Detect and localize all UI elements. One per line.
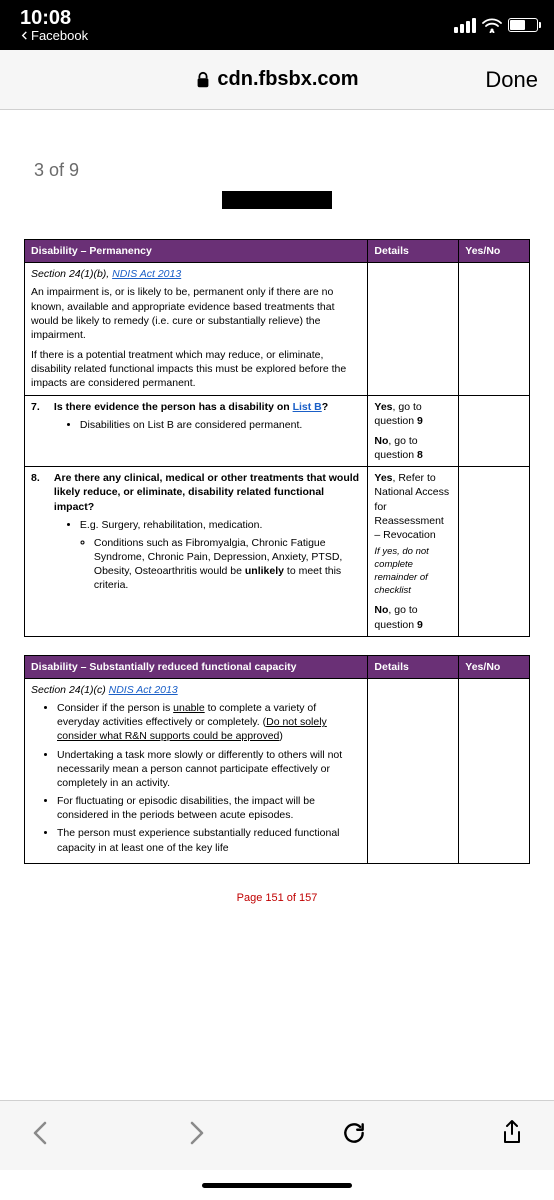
q7-yes: Yes	[374, 401, 392, 413]
t1-ref-prefix: Section 24(1)(b),	[31, 268, 112, 280]
redacted-block	[222, 191, 332, 209]
q8-yes-note: If yes, do not complete remainder of che…	[374, 546, 452, 597]
lock-icon	[195, 71, 211, 89]
browser-header: cdn.fbsbx.com Done	[0, 50, 554, 110]
q7-yes-n: 9	[417, 415, 423, 427]
t1-intro-cell: Section 24(1)(b), NDIS Act 2013 An impai…	[25, 263, 368, 395]
q8-num: 8.	[31, 471, 51, 485]
chevron-left-icon	[20, 31, 29, 40]
t2-intro-yn	[459, 678, 530, 863]
t1-q8-cell: 8. Are there any clinical, medical or ot…	[25, 467, 368, 636]
q7-no: No	[374, 435, 388, 447]
t1-header-main: Disability – Permanency	[25, 240, 368, 263]
cellular-icon	[454, 18, 476, 33]
q8-sub-b: unlikely	[245, 565, 284, 577]
page-footer: Page 151 of 157	[24, 892, 530, 904]
t2-header-details: Details	[368, 655, 459, 678]
q7-text-a: Is there evidence the person has a disab…	[54, 401, 293, 413]
q8-yes: Yes	[374, 472, 392, 484]
t2-b3: For fluctuating or episodic disabilities…	[57, 794, 361, 822]
t1-q7-cell: 7. Is there evidence the person has a di…	[25, 395, 368, 467]
t1-q8-details: Yes, Refer to National Access for Reasse…	[368, 467, 459, 636]
t1-ref-link[interactable]: NDIS Act 2013	[112, 268, 181, 280]
t1-intro-yn	[459, 263, 530, 395]
functional-capacity-table: Disability – Substantially reduced funct…	[24, 655, 530, 864]
back-button[interactable]	[30, 1119, 52, 1152]
t2-header-yn: Yes/No	[459, 655, 530, 678]
t2-intro-cell: Section 24(1)(c) NDIS Act 2013 Consider …	[25, 678, 368, 863]
done-button[interactable]: Done	[485, 67, 538, 93]
back-to-app[interactable]: Facebook	[20, 29, 88, 43]
q7-bullet: Disabilities on List B are considered pe…	[80, 418, 360, 432]
t1-header-yn: Yes/No	[459, 240, 530, 263]
t2-ref-prefix: Section 24(1)(c)	[31, 684, 109, 696]
document-viewport[interactable]: 3 of 9 Disability – Permanency Details Y…	[0, 110, 554, 1100]
q7-num: 7.	[31, 400, 51, 414]
url-display[interactable]: cdn.fbsbx.com	[195, 68, 358, 91]
t2-header-main: Disability – Substantially reduced funct…	[25, 655, 368, 678]
t1-intro-p1: An impairment is, or is likely to be, pe…	[31, 285, 361, 342]
reload-button[interactable]	[341, 1120, 367, 1151]
phone-frame: 10:08 Facebook cdn.fbsbx.com Done	[0, 0, 554, 1200]
t1-header-details: Details	[368, 240, 459, 263]
bottom-toolbar	[0, 1100, 554, 1170]
t2-b4: The person must experience substantially…	[57, 826, 361, 854]
t1-q7-details: Yes, go to question 9 No, go to question…	[368, 395, 459, 467]
forward-button[interactable]	[185, 1119, 207, 1152]
status-time: 10:08	[20, 7, 88, 29]
t2-b1-a: Consider if the person is	[57, 702, 173, 714]
wifi-icon	[482, 18, 502, 33]
t2-b1-d: )	[279, 730, 283, 742]
q7-listb-link[interactable]: List B	[293, 401, 322, 413]
page-indicator: 3 of 9	[34, 160, 530, 181]
q7-no-n: 8	[417, 449, 423, 461]
permanency-table: Disability – Permanency Details Yes/No S…	[24, 239, 530, 637]
q8-text: Are there any clinical, medical or other…	[54, 472, 359, 512]
t2-b1-u: unable	[173, 702, 205, 714]
q8-no: No	[374, 604, 388, 616]
status-right	[454, 18, 538, 33]
t1-intro-details	[368, 263, 459, 395]
t1-q7-yn	[459, 395, 530, 467]
t1-intro-p2: If there is a potential treatment which …	[31, 348, 361, 391]
t2-b1: Consider if the person is unable to comp…	[57, 701, 361, 744]
t1-q8-yn	[459, 467, 530, 636]
battery-icon	[508, 18, 538, 32]
q8-b1: E.g. Surgery, rehabilitation, medication…	[80, 518, 360, 532]
t2-intro-details	[368, 678, 459, 863]
share-button[interactable]	[500, 1119, 524, 1152]
home-indicator[interactable]	[0, 1170, 554, 1200]
status-bar: 10:08 Facebook	[0, 0, 554, 50]
status-left: 10:08 Facebook	[20, 7, 88, 43]
q7-text-b: ?	[322, 401, 328, 413]
q8-sub: Conditions such as Fibromyalgia, Chronic…	[94, 536, 360, 593]
back-app-label: Facebook	[31, 29, 88, 43]
t2-ref-link[interactable]: NDIS Act 2013	[109, 684, 178, 696]
url-text: cdn.fbsbx.com	[217, 68, 358, 91]
q8-no-n: 9	[417, 619, 423, 631]
t2-b2: Undertaking a task more slowly or differ…	[57, 748, 361, 791]
